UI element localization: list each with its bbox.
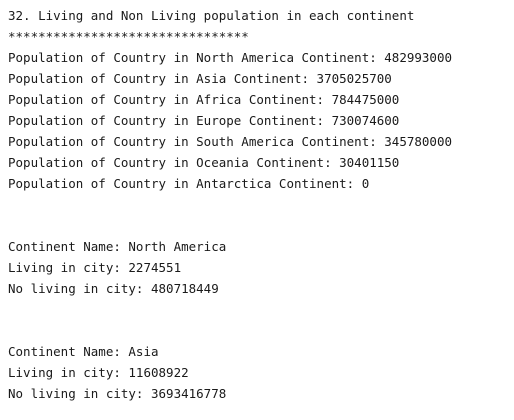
- continent-name-line: Continent Name: Asia: [8, 344, 159, 359]
- living-in-city-line: Living in city: 2274551: [8, 260, 182, 275]
- separator-line: ********************************: [8, 29, 249, 44]
- no-living-in-city-line: No living in city: 3693416778: [8, 386, 227, 401]
- living-in-city-line: Living in city: 11608922: [8, 365, 189, 380]
- continent-name-line: Continent Name: North America: [8, 239, 227, 254]
- population-line: Population of Country in Oceania Contine…: [8, 155, 400, 170]
- population-line: Population of Country in South America C…: [8, 134, 453, 149]
- population-line: Population of Country in Europe Continen…: [8, 113, 400, 128]
- population-line: Population of Country in Antarctica Cont…: [8, 176, 370, 191]
- population-line: Population of Country in Asia Continent:…: [8, 71, 392, 86]
- no-living-in-city-line: No living in city: 480718449: [8, 281, 219, 296]
- console-title: 32. Living and Non Living population in …: [8, 8, 415, 23]
- population-line: Population of Country in Africa Continen…: [8, 92, 400, 107]
- population-line: Population of Country in North America C…: [8, 50, 453, 65]
